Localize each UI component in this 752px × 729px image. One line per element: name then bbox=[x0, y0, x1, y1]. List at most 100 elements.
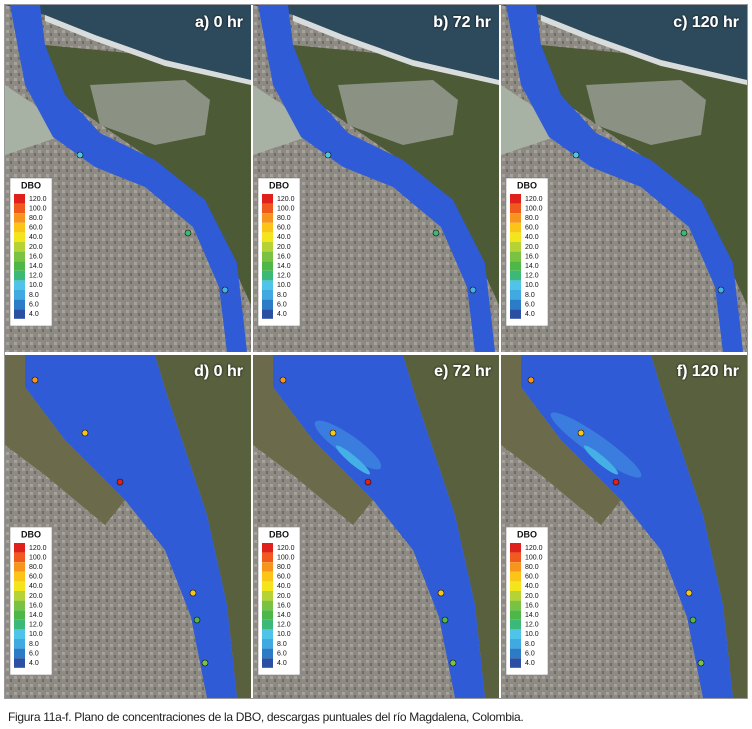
legend-swatch bbox=[510, 658, 521, 668]
legend-label: 80.0 bbox=[277, 564, 291, 571]
legend-label: 4.0 bbox=[29, 660, 39, 667]
legend-label: 8.0 bbox=[525, 641, 535, 648]
legend-label: 6.0 bbox=[29, 301, 39, 308]
legend-swatch bbox=[510, 194, 521, 204]
legend-title: DBO bbox=[21, 180, 41, 190]
legend-swatch bbox=[510, 562, 521, 572]
legend-label: 10.0 bbox=[525, 631, 539, 638]
legend-swatch bbox=[262, 203, 273, 214]
discharge-point bbox=[324, 151, 332, 159]
vegetation bbox=[403, 355, 499, 698]
legend-swatch bbox=[262, 213, 273, 223]
discharge-point bbox=[221, 286, 229, 294]
shore bbox=[5, 85, 65, 155]
legend-swatch bbox=[510, 270, 521, 281]
legend-swatch bbox=[510, 299, 521, 310]
discharge-point bbox=[193, 616, 201, 624]
legend-label: 6.0 bbox=[277, 301, 287, 308]
legend-swatch bbox=[14, 251, 25, 262]
legend-label: 14.0 bbox=[277, 263, 291, 270]
legend-swatch bbox=[262, 543, 273, 553]
legend-swatch bbox=[14, 290, 25, 300]
legend-label: 8.0 bbox=[525, 292, 535, 299]
discharge-point bbox=[437, 589, 445, 597]
lagoon bbox=[90, 80, 210, 145]
legend-swatch bbox=[510, 251, 521, 262]
beach bbox=[45, 15, 251, 85]
legend-swatch bbox=[262, 600, 273, 611]
legend-label: 6.0 bbox=[525, 650, 535, 657]
legend-swatch bbox=[14, 232, 25, 242]
legend-label: 100.0 bbox=[29, 554, 47, 561]
legend-title: DBO bbox=[269, 180, 289, 190]
legend-swatch bbox=[510, 543, 521, 553]
legend-title: DBO bbox=[517, 180, 537, 190]
discharge-point bbox=[76, 151, 84, 159]
panel-label: c) 120 hr bbox=[673, 14, 739, 31]
legend-label: 60.0 bbox=[525, 225, 539, 232]
legend-label: 40.0 bbox=[525, 234, 539, 241]
river bbox=[273, 355, 485, 698]
legend-swatch bbox=[262, 610, 273, 620]
discharge-point bbox=[116, 478, 124, 486]
legend-title: DBO bbox=[517, 529, 537, 539]
legend-swatch bbox=[14, 562, 25, 572]
legend-label: 12.0 bbox=[525, 622, 539, 629]
legend-label: 40.0 bbox=[525, 583, 539, 590]
river bbox=[10, 5, 247, 352]
legend-label: 4.0 bbox=[277, 660, 287, 667]
legend-label: 80.0 bbox=[525, 215, 539, 222]
legend-label: 20.0 bbox=[277, 244, 291, 251]
legend-swatch bbox=[262, 261, 273, 271]
legend-swatch bbox=[510, 222, 521, 233]
beach bbox=[293, 15, 499, 85]
shore bbox=[501, 85, 561, 155]
beach bbox=[541, 15, 747, 85]
discharge-point bbox=[469, 286, 477, 294]
legend-label: 12.0 bbox=[29, 622, 43, 629]
legend-label: 20.0 bbox=[525, 593, 539, 600]
legend-swatch bbox=[510, 629, 521, 639]
legend-label: 10.0 bbox=[525, 282, 539, 289]
discharge-point bbox=[612, 478, 620, 486]
legend-swatch bbox=[14, 639, 25, 649]
legend-swatch bbox=[14, 600, 25, 611]
legend-label: 60.0 bbox=[29, 574, 43, 581]
map-panel: b) 72 hr DBO 120.0 100.0 80.0 60.0 40.0 20.0 16.… bbox=[253, 5, 499, 352]
river bbox=[25, 355, 237, 698]
plume bbox=[335, 445, 371, 475]
legend-swatch bbox=[14, 299, 25, 310]
discharge-point bbox=[364, 478, 372, 486]
plume bbox=[550, 412, 642, 478]
legend-label: 14.0 bbox=[525, 263, 539, 270]
legend: DBO 120.0 100.0 80.0 60.0 40.0 20.0 16.0 14.0 12.… bbox=[9, 177, 53, 327]
legend-label: 120.0 bbox=[29, 196, 47, 203]
sea bbox=[5, 5, 251, 80]
legend-swatch bbox=[14, 552, 25, 563]
legend-label: 100.0 bbox=[525, 205, 543, 212]
legend-label: 80.0 bbox=[29, 215, 43, 222]
legend: DBO 120.0 100.0 80.0 60.0 40.0 20.0 16.0 14.0 12.… bbox=[257, 177, 301, 327]
sea bbox=[501, 5, 747, 80]
legend-label: 100.0 bbox=[277, 205, 295, 212]
legend-label: 14.0 bbox=[29, 612, 43, 619]
legend-swatch bbox=[262, 571, 273, 582]
legend-label: 40.0 bbox=[277, 234, 291, 241]
sea bbox=[253, 5, 499, 80]
legend: DBO 120.0 100.0 80.0 60.0 40.0 20.0 16.0 14.0 12.… bbox=[9, 526, 53, 676]
legend-label: 8.0 bbox=[277, 641, 287, 648]
legend-swatch bbox=[262, 232, 273, 242]
legend-swatch bbox=[510, 619, 521, 630]
legend-label: 120.0 bbox=[277, 196, 295, 203]
legend-swatch bbox=[262, 658, 273, 668]
legend-swatch bbox=[262, 581, 273, 591]
legend-label: 20.0 bbox=[525, 244, 539, 251]
legend-swatch bbox=[262, 309, 273, 319]
legend-swatch bbox=[14, 629, 25, 639]
legend-swatch bbox=[262, 552, 273, 563]
legend-label: 10.0 bbox=[277, 282, 291, 289]
legend-swatch bbox=[510, 232, 521, 242]
legend-label: 6.0 bbox=[29, 650, 39, 657]
legend-swatch bbox=[14, 591, 25, 601]
legend-swatch bbox=[14, 194, 25, 204]
